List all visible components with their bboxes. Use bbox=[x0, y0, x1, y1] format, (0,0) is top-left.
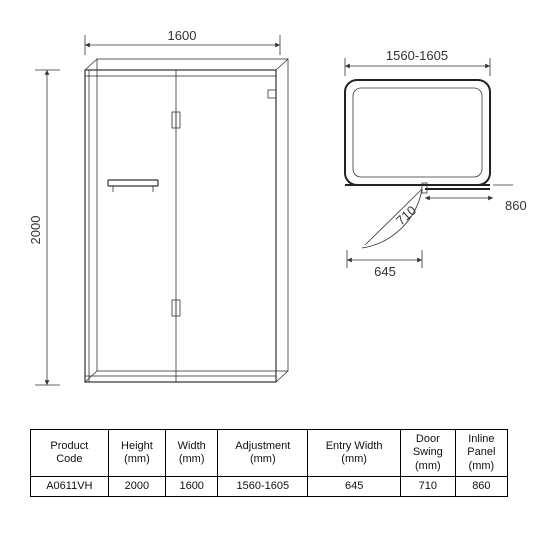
plan-view: 1560-1605 710 645 860 bbox=[345, 48, 527, 279]
cell-width: 1600 bbox=[166, 476, 218, 496]
table-row: A0611VH 2000 1600 1560-1605 645 710 860 bbox=[31, 476, 508, 496]
cell-entry-width: 645 bbox=[308, 476, 401, 496]
cell-product-code: A0611VH bbox=[31, 476, 109, 496]
spec-table: ProductCode Height(mm) Width(mm) Adjustm… bbox=[30, 429, 508, 497]
dim-front-width: 1600 bbox=[168, 28, 197, 43]
col-entry-width: Entry Width(mm) bbox=[308, 430, 401, 477]
cell-adjustment: 1560-1605 bbox=[218, 476, 308, 496]
dim-inline-panel: 860 bbox=[505, 198, 527, 213]
dim-entry-width: 645 bbox=[374, 264, 396, 279]
col-product-code: ProductCode bbox=[31, 430, 109, 477]
door-handle-icon bbox=[108, 180, 158, 192]
dim-front-height: 2000 bbox=[28, 216, 43, 245]
table-header-row: ProductCode Height(mm) Width(mm) Adjustm… bbox=[31, 430, 508, 477]
col-inline-panel: InlinePanel(mm) bbox=[455, 430, 507, 477]
col-adjustment: Adjustment(mm) bbox=[218, 430, 308, 477]
front-elevation: 1600 2000 bbox=[28, 28, 288, 385]
dim-door-swing: 710 bbox=[393, 203, 419, 229]
cell-door-swing: 710 bbox=[400, 476, 455, 496]
dim-plan-width-range: 1560-1605 bbox=[386, 48, 448, 63]
cell-inline-panel: 860 bbox=[455, 476, 507, 496]
col-door-swing: DoorSwing(mm) bbox=[400, 430, 455, 477]
diagram-container: 1600 2000 bbox=[0, 0, 535, 535]
hinge-top-icon bbox=[172, 112, 180, 128]
col-height: Height(mm) bbox=[108, 430, 165, 477]
col-width: Width(mm) bbox=[166, 430, 218, 477]
hinge-bottom-icon bbox=[172, 300, 180, 316]
cell-height: 2000 bbox=[108, 476, 165, 496]
